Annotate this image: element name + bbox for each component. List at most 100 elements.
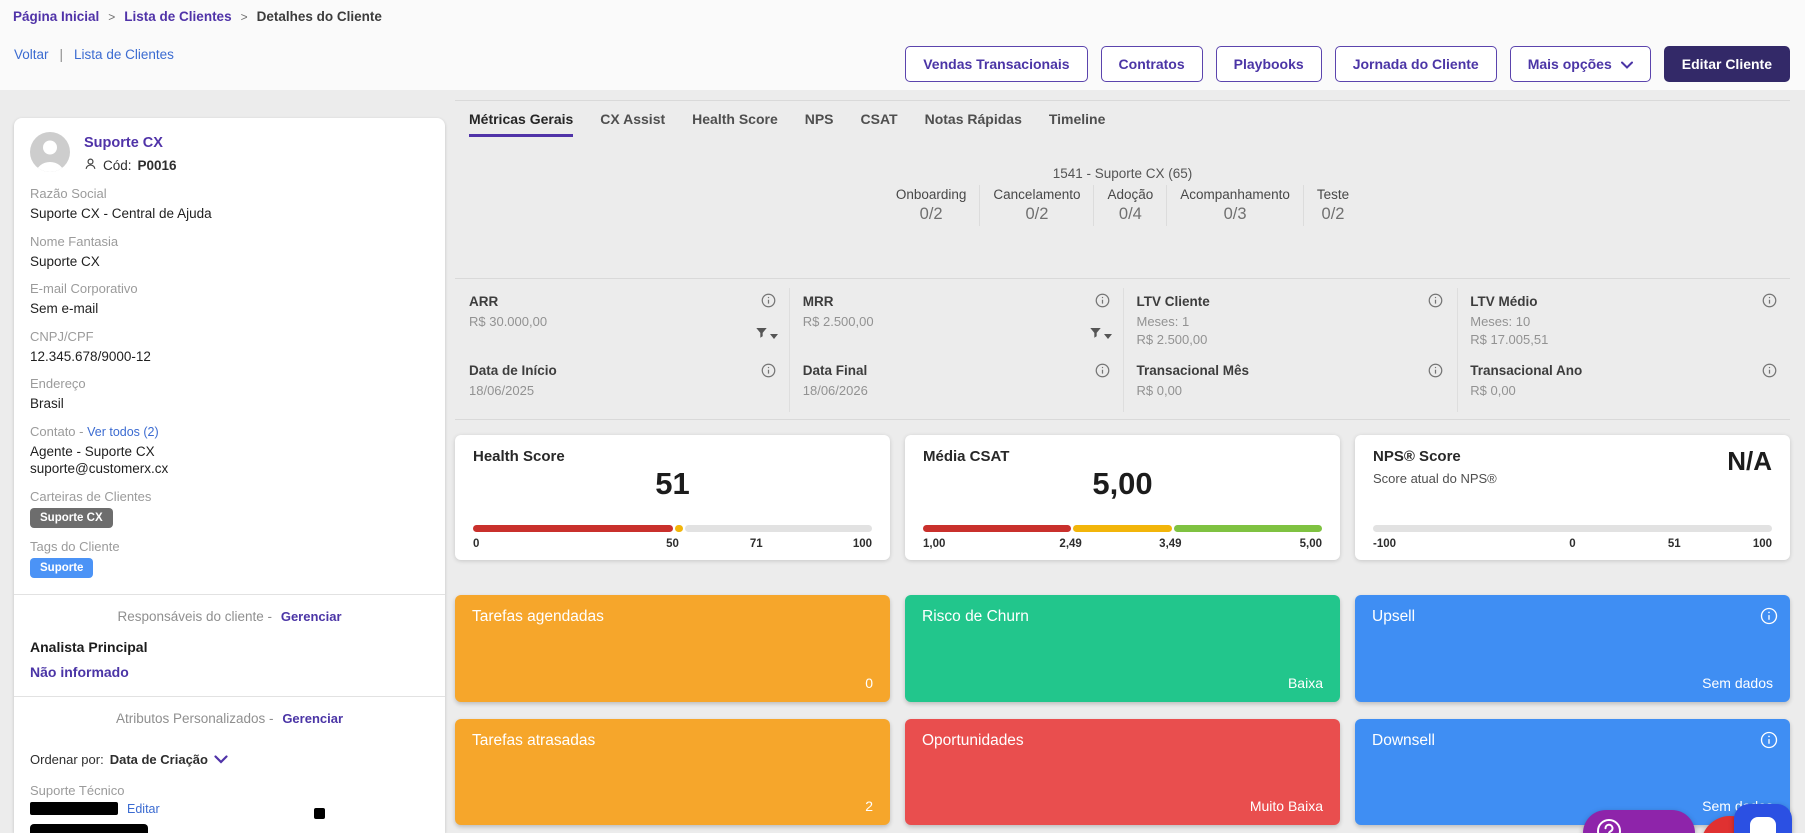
customer-journey-button[interactable]: Jornada do Cliente (1335, 46, 1497, 82)
tab-metricas-gerais[interactable]: Métricas Gerais (469, 111, 573, 137)
filter-icon[interactable] (755, 326, 778, 339)
upsell-card[interactable]: Upsell Sem dados (1355, 595, 1790, 702)
scheduled-tasks-card[interactable]: Tarefas agendadas 0 (455, 595, 890, 702)
info-icon[interactable] (1760, 731, 1778, 749)
breadcrumb-home[interactable]: Página Inicial (13, 9, 99, 24)
contact-email: suporte@customerx.cx (30, 460, 429, 478)
contact-name: Agente - Suporte CX (30, 443, 429, 461)
opportunities-card[interactable]: Oportunidades Muito Baixa (905, 719, 1340, 825)
card-title: Downsell (1372, 732, 1435, 750)
breadcrumb-client-list[interactable]: Lista de Clientes (124, 9, 231, 24)
tick-label: 71 (750, 538, 763, 550)
info-icon[interactable] (761, 363, 776, 378)
manage-responsibles-link[interactable]: Gerenciar (281, 609, 342, 624)
info-icon[interactable] (1762, 293, 1777, 308)
playbooks-button[interactable]: Playbooks (1216, 46, 1322, 82)
tab-csat[interactable]: CSAT (861, 111, 898, 137)
card-title: Upsell (1372, 608, 1415, 626)
nps-gauge (1373, 525, 1772, 532)
contact-label-row: Contato - Ver todos (2) (30, 424, 429, 439)
card-title: Oportunidades (922, 732, 1024, 750)
field-label: E-mail Corporativo (30, 281, 429, 296)
tick-label: 0 (1569, 538, 1575, 550)
gauge-tick-labels: 1,00 2,49 3,49 5,00 (923, 538, 1322, 552)
metric-data-final: Data Final 18/06/2026 (789, 353, 1123, 421)
stage-progress: 0/2 (993, 205, 1080, 224)
gauge-tick-labels: -100 0 51 100 (1373, 538, 1772, 552)
responsibles-title: Responsáveis do cliente - (117, 609, 272, 624)
gauge-segment-yellow (675, 525, 684, 532)
health-score-gauge (473, 525, 872, 532)
stage-name: Onboarding (896, 187, 967, 202)
stage-name: Acompanhamento (1180, 187, 1290, 202)
journey-stage-adocao: Adoção 0/4 (1093, 185, 1166, 226)
tab-cx-assist[interactable]: CX Assist (600, 111, 665, 137)
status-cards-row-2: Tarefas atrasadas 2 Oportunidades Muito … (455, 719, 1790, 825)
metrics-tabs: Métricas Gerais CX Assist Health Score N… (469, 111, 1105, 137)
edit-attribute-link[interactable]: Editar (127, 802, 160, 816)
tab-health-score[interactable]: Health Score (692, 111, 778, 137)
top-bar: Página Inicial > Lista de Clientes > Det… (0, 0, 1805, 90)
tab-nps[interactable]: NPS (805, 111, 834, 137)
card-title: Média CSAT (923, 448, 1322, 465)
info-icon[interactable] (761, 293, 776, 308)
info-icon[interactable] (1428, 363, 1443, 378)
journey-stages: Onboarding 0/2 Cancelamento 0/2 Adoção 0… (883, 185, 1362, 226)
metric-arr: ARR R$ 30.000,00 (455, 279, 789, 353)
back-link[interactable]: Voltar (14, 47, 49, 62)
attribute-group-label: Suporte Técnico (30, 783, 429, 798)
gauge-segment-yellow (1073, 525, 1173, 532)
stage-progress: 0/4 (1107, 205, 1153, 224)
csat-gauge (923, 525, 1322, 532)
metric-title: Data de Início (469, 363, 747, 378)
edit-client-button[interactable]: Editar Cliente (1664, 46, 1790, 82)
field-label: Endereço (30, 376, 429, 391)
metric-ltv-medio: LTV Médio Meses: 10 R$ 17.005,51 (1456, 279, 1790, 353)
info-icon[interactable] (1095, 363, 1110, 378)
metric-months: Meses: 1 (1137, 313, 1415, 331)
tick-label: 51 (1668, 538, 1681, 550)
contracts-button[interactable]: Contratos (1101, 46, 1203, 82)
attribute-group-suporte-tecnico: Suporte Técnico Editar (30, 783, 429, 833)
churn-risk-card[interactable]: Risco de Churn Baixa (905, 595, 1340, 702)
info-icon[interactable] (1762, 363, 1777, 378)
metrics-column-divider (1123, 288, 1124, 412)
client-name: Suporte CX (84, 135, 177, 151)
manage-attributes-link[interactable]: Gerenciar (282, 711, 343, 726)
health-score-card: Health Score 51 0 50 71 100 (455, 435, 890, 560)
info-icon[interactable] (1095, 293, 1110, 308)
stage-progress: 0/2 (1317, 205, 1349, 224)
help-widget-button[interactable] (1583, 810, 1695, 833)
responsibles-header: Responsáveis do cliente - Gerenciar (30, 609, 429, 624)
transactional-sales-button[interactable]: Vendas Transacionais (905, 46, 1087, 82)
more-options-button[interactable]: Mais opções (1510, 46, 1651, 82)
card-title: Health Score (473, 448, 872, 465)
question-mark-icon (1596, 818, 1622, 833)
see-all-contacts-link[interactable]: Ver todos (2) (87, 425, 159, 439)
downsell-card[interactable]: Downsell Sem dados (1355, 719, 1790, 825)
sub-navigation: Voltar | Lista de Clientes (14, 47, 174, 62)
client-details-page: Página Inicial > Lista de Clientes > Det… (0, 0, 1805, 833)
tab-timeline[interactable]: Timeline (1049, 111, 1106, 137)
metric-value: R$ 30.000,00 (469, 313, 747, 331)
gauge-segment-green (1174, 525, 1322, 532)
chat-widget-button[interactable] (1734, 804, 1792, 833)
info-icon[interactable] (1760, 607, 1778, 625)
metric-transacional-mes: Transacional Mês R$ 0,00 (1123, 353, 1457, 421)
filter-icon[interactable] (1089, 326, 1112, 339)
tick-label: 50 (666, 538, 679, 550)
info-icon[interactable] (1428, 293, 1443, 308)
metric-title: Transacional Ano (1470, 363, 1748, 378)
field-email-corporativo: E-mail Corporativo Sem e-mail (30, 281, 429, 318)
client-list-link[interactable]: Lista de Clientes (74, 47, 174, 62)
sort-by-dropdown[interactable]: Ordenar por: Data de Criação (30, 752, 429, 767)
tab-notas-rapidas[interactable]: Notas Rápidas (925, 111, 1022, 137)
field-label: Razão Social (30, 186, 429, 201)
metric-ltv-cliente: LTV Cliente Meses: 1 R$ 2.500,00 (1123, 279, 1457, 353)
attribute-value-row: Editar (30, 802, 429, 816)
redacted-value (30, 802, 118, 815)
metric-value: R$ 2.500,00 (1137, 331, 1415, 349)
journey-summary: 1541 - Suporte CX (65) Onboarding 0/2 Ca… (455, 166, 1790, 226)
overdue-tasks-card[interactable]: Tarefas atrasadas 2 (455, 719, 890, 825)
client-header: Suporte CX Cód: P0016 (30, 132, 429, 174)
